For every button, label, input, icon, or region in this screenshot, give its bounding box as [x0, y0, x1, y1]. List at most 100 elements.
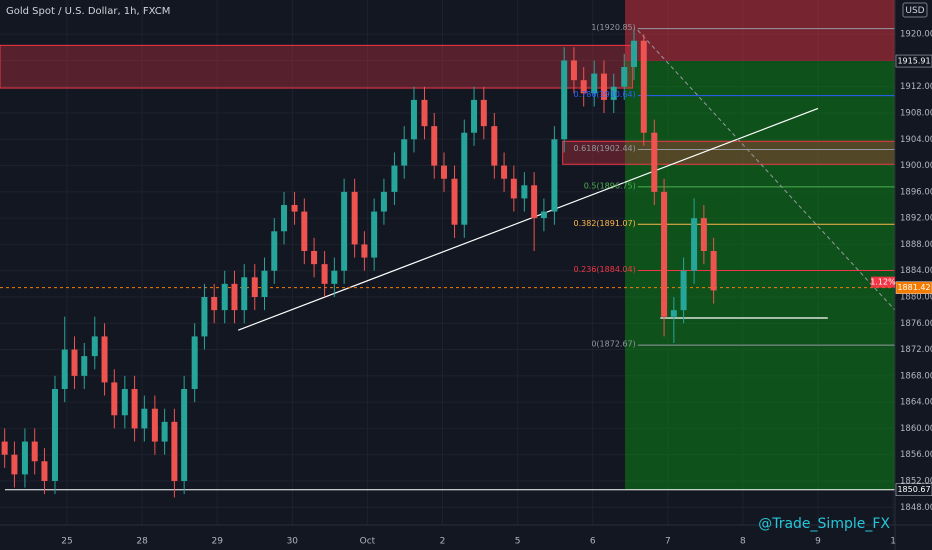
x-tick-label: 25 [61, 537, 72, 547]
candle-body [451, 178, 458, 225]
candle-body [11, 454, 18, 475]
candle-body [410, 99, 417, 140]
x-tick-label: 9 [815, 537, 821, 547]
x-tick-label: 2 [440, 537, 446, 547]
candle-body [361, 244, 368, 258]
candle-body [521, 185, 528, 199]
y-tick-label: 1872.00 [900, 345, 932, 355]
candle-body [710, 251, 717, 291]
candle-body [181, 388, 188, 481]
candle-body [640, 40, 647, 133]
zone [0, 44, 634, 89]
fib-label: 0.236(1884.04) [574, 265, 636, 274]
change-label: 1.12% [870, 278, 896, 287]
candle-body [331, 270, 338, 284]
candle-body [461, 132, 468, 225]
candle-body [661, 191, 668, 317]
candle-body [151, 408, 158, 442]
candle-body [81, 356, 88, 376]
candle-body [251, 277, 258, 297]
candle-body [471, 99, 478, 133]
candle-body [491, 126, 498, 166]
candle-body [311, 251, 318, 265]
candle-body [241, 277, 248, 311]
candle-body [261, 270, 268, 297]
candle-body [221, 283, 228, 311]
candle-body [341, 191, 348, 271]
candle-body [191, 336, 198, 389]
price-label-box [895, 281, 932, 294]
target-zone [625, 61, 895, 490]
candle-body [580, 80, 587, 94]
candle-body [421, 99, 428, 127]
chart-title: Gold Spot / U.S. Dollar, 1h, FXCM [6, 6, 170, 17]
candle-body [71, 349, 78, 376]
trendline [238, 107, 819, 331]
fib-label: 0.786(1910.64) [574, 90, 636, 99]
y-tick-label: 1864.00 [900, 398, 932, 408]
candle-body [441, 165, 448, 179]
y-tick-label: 1876.00 [900, 319, 932, 329]
candle-body [121, 388, 128, 416]
fib-label: 0.5(1896.75) [584, 181, 636, 190]
candle-body [281, 205, 288, 232]
candle-body [211, 296, 218, 311]
x-tick-label: 5 [515, 537, 521, 547]
candle-body [480, 99, 487, 127]
candle-body [351, 191, 358, 245]
y-tick-label: 1912.00 [900, 82, 932, 92]
candle-body [591, 73, 598, 94]
fib-label: 0.618(1902.44) [574, 144, 636, 153]
candle-body [61, 349, 68, 389]
fib-label: 1(1920.85) [591, 23, 635, 32]
y-tick-label: 1896.00 [900, 187, 932, 197]
x-tick-label: 29 [211, 537, 223, 547]
x-tick-label: 7 [665, 537, 671, 547]
candle-body [540, 211, 547, 219]
change-box [871, 276, 895, 288]
fib-label: 0(1872.67) [591, 340, 635, 349]
x-tick-label: 6 [590, 537, 596, 547]
candle-body [431, 126, 438, 166]
candle-body [301, 211, 308, 252]
candle-body [380, 191, 387, 212]
y-tick-label: 1856.00 [900, 450, 932, 460]
candle-body [691, 218, 698, 271]
candle-body [1, 441, 8, 455]
x-tick-label: 1 [890, 537, 896, 547]
candle-body [141, 408, 148, 429]
x-tick-label: 8 [740, 537, 746, 547]
candle-body [111, 382, 118, 416]
candle-body [321, 264, 328, 284]
candle-body [670, 310, 677, 317]
candle-body [171, 421, 178, 481]
x-tick-label: 30 [287, 537, 299, 547]
candle-body [271, 231, 278, 271]
y-tick-label: 1848.00 [900, 503, 932, 513]
currency-box[interactable] [902, 2, 928, 18]
candle-body [501, 165, 508, 179]
candle-body [621, 67, 628, 87]
candle-body [41, 461, 48, 481]
candle-body [291, 205, 298, 212]
y-tick-label: 1904.00 [900, 135, 932, 145]
x-tick-label: 28 [136, 537, 148, 547]
y-tick-label: 1900.00 [900, 161, 932, 171]
candle-body [551, 139, 558, 212]
price-label: 1881.42 [897, 283, 930, 292]
candle-body [651, 132, 658, 192]
candle-body [231, 283, 238, 311]
x-tick-label: Oct [360, 537, 376, 547]
candle-body [391, 165, 398, 192]
candle-body [161, 421, 168, 442]
y-tick-label: 1884.00 [900, 266, 932, 276]
fib-label: 0.382(1891.07) [574, 219, 636, 228]
currency[interactable]: USD [905, 6, 924, 16]
y-tick-label: 1860.00 [900, 424, 932, 434]
candle-body [561, 60, 568, 140]
y-tick-label: 1908.00 [900, 109, 932, 119]
candle-body [31, 441, 38, 462]
candle-body [91, 336, 98, 357]
candle-body [631, 40, 638, 68]
y-tick-label: 1888.00 [900, 240, 932, 250]
